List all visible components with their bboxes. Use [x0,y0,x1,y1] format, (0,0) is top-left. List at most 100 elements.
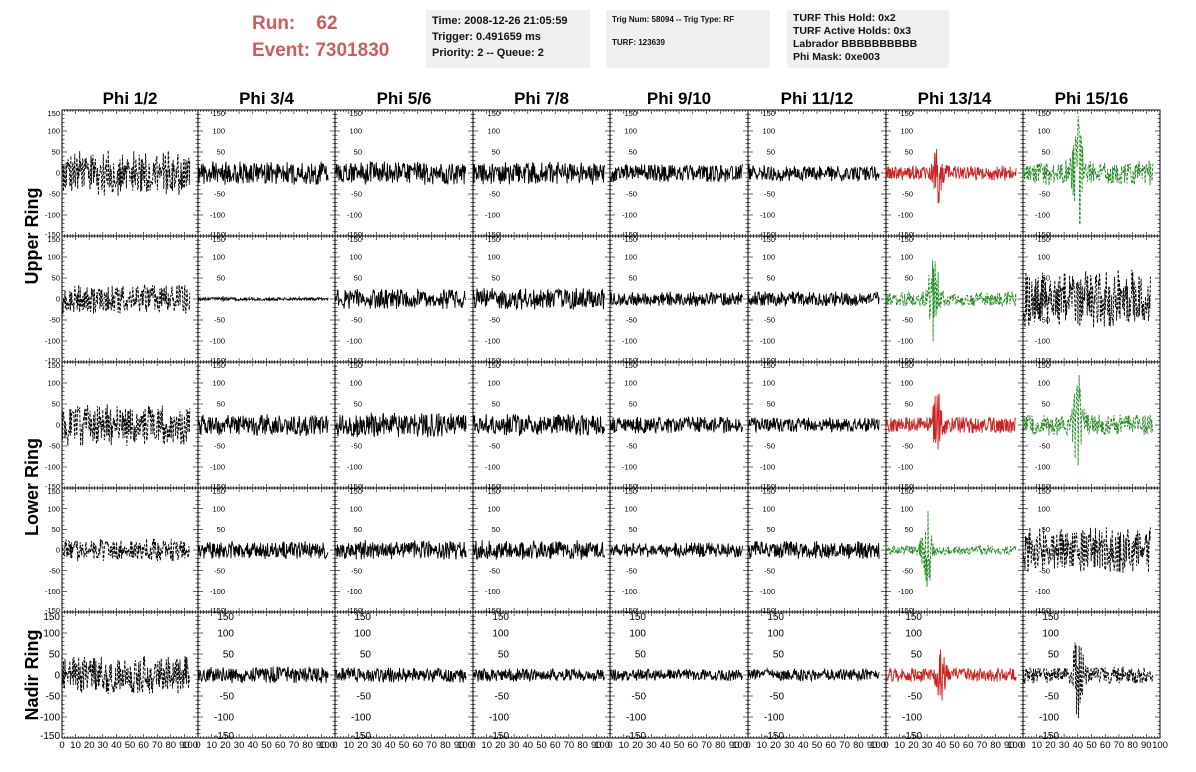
y-tick-label: -50 [626,190,637,199]
waveform-trace [61,656,191,694]
y-tick-label: -100 [760,587,775,596]
y-tick-label: -150 [1035,356,1050,365]
event-value: 7301830 [315,40,390,61]
y-tick-label: 150 [624,235,637,244]
x-tick-label: 10 [70,740,81,751]
y-tick-label: 150 [487,361,500,370]
x-tick-label: 80 [990,740,1001,751]
y-tick-label: 100 [1037,253,1050,262]
labrador-text: Labrador BBBBBBBBBB [793,38,918,50]
y-tick-label: -100 [485,337,500,346]
y-tick-label: 0 [56,546,60,555]
x-tick-label: 70 [564,740,575,751]
y-tick-label: 100 [762,127,775,136]
x-tick-label: 80 [440,740,451,751]
x-tick-label: 50 [812,740,823,751]
y-tick-label: 50 [492,274,500,283]
y-tick-label: -50 [770,692,785,703]
x-tick-label: 50 [125,740,136,751]
y-tick-label: 0 [56,421,60,430]
y-tick-label: -100 [347,587,362,596]
x-tick-label: 50 [674,740,685,751]
priority-text: Priority: 2 -- Queue: 2 [432,47,544,59]
y-tick-label: -50 [1039,442,1050,451]
y-tick-label: -150 [347,230,362,239]
x-tick-label: 10 [344,740,355,751]
waveform-trace [61,403,191,447]
column-header: Phi 15/16 [1055,89,1129,108]
y-tick-label: -50 [214,190,225,199]
y-tick-label: 0 [56,169,60,178]
y-tick-label: -50 [1039,566,1050,575]
y-tick-label: 150 [900,235,913,244]
y-tick-label: -150 [760,482,775,491]
y-tick-label: 150 [492,612,509,623]
y-tick-label: -50 [1039,316,1050,325]
y-tick-label: 150 [1037,235,1050,244]
x-tick-label: 20 [1045,740,1056,751]
y-tick-label: -150 [214,731,234,742]
y-tick-label: -150 [902,731,922,742]
waveform-trace [885,511,1017,587]
y-tick-label: -50 [214,566,225,575]
x-tick-label: 90 [179,740,190,751]
waveform-trace [334,161,467,185]
y-tick-label: -50 [626,566,637,575]
x-tick-label: 80 [853,740,864,751]
y-tick-label: -100 [347,463,362,472]
y-tick-label: 50 [1042,148,1050,157]
y-tick-label: -50 [764,442,775,451]
x-tick-label: 90 [316,740,327,751]
waveform-trace [472,161,605,185]
x-tick-label: 30 [922,740,933,751]
y-tick-label: 100 [900,379,913,388]
waveform-trace [61,284,191,314]
y-tick-label: -50 [1045,692,1060,703]
y-tick-label: 50 [52,148,60,157]
x-tick-label: 50 [949,740,960,751]
x-tick-label: 20 [357,740,368,751]
y-tick-label: 150 [487,109,500,118]
x-tick-label: 90 [867,740,878,751]
y-tick-label: 150 [349,109,362,118]
y-tick-label: -100 [485,463,500,472]
x-tick-label: 10 [206,740,217,751]
y-tick-label: 50 [767,400,775,409]
y-tick-label: -150 [347,356,362,365]
x-tick-label: 100 [594,740,610,751]
y-tick-label: 50 [905,525,913,534]
waveform-trace [885,148,1017,204]
y-tick-label: -150 [622,230,637,239]
y-tick-label: 150 [762,487,775,496]
y-tick-label: 100 [492,629,509,640]
y-tick-label: 50 [498,650,510,661]
y-tick-label: -100 [210,463,225,472]
y-tick-label: 150 [487,487,500,496]
y-tick-label: 0 [54,671,60,682]
x-tick-label: 10 [481,740,492,751]
y-tick-label: 100 [1037,127,1050,136]
x-tick-label: 20 [84,740,95,751]
y-tick-label: 100 [487,504,500,513]
waveform-trace [197,414,329,436]
y-tick-label: 50 [52,274,60,283]
waveform-trace [609,291,743,307]
y-tick-label: -100 [622,337,637,346]
y-tick-label: 100 [1037,504,1050,513]
y-tick-label: 0 [358,295,362,304]
y-tick-label: 150 [900,361,913,370]
y-tick-label: 50 [354,525,362,534]
y-tick-label: 50 [354,148,362,157]
x-tick-label: 80 [715,740,726,751]
